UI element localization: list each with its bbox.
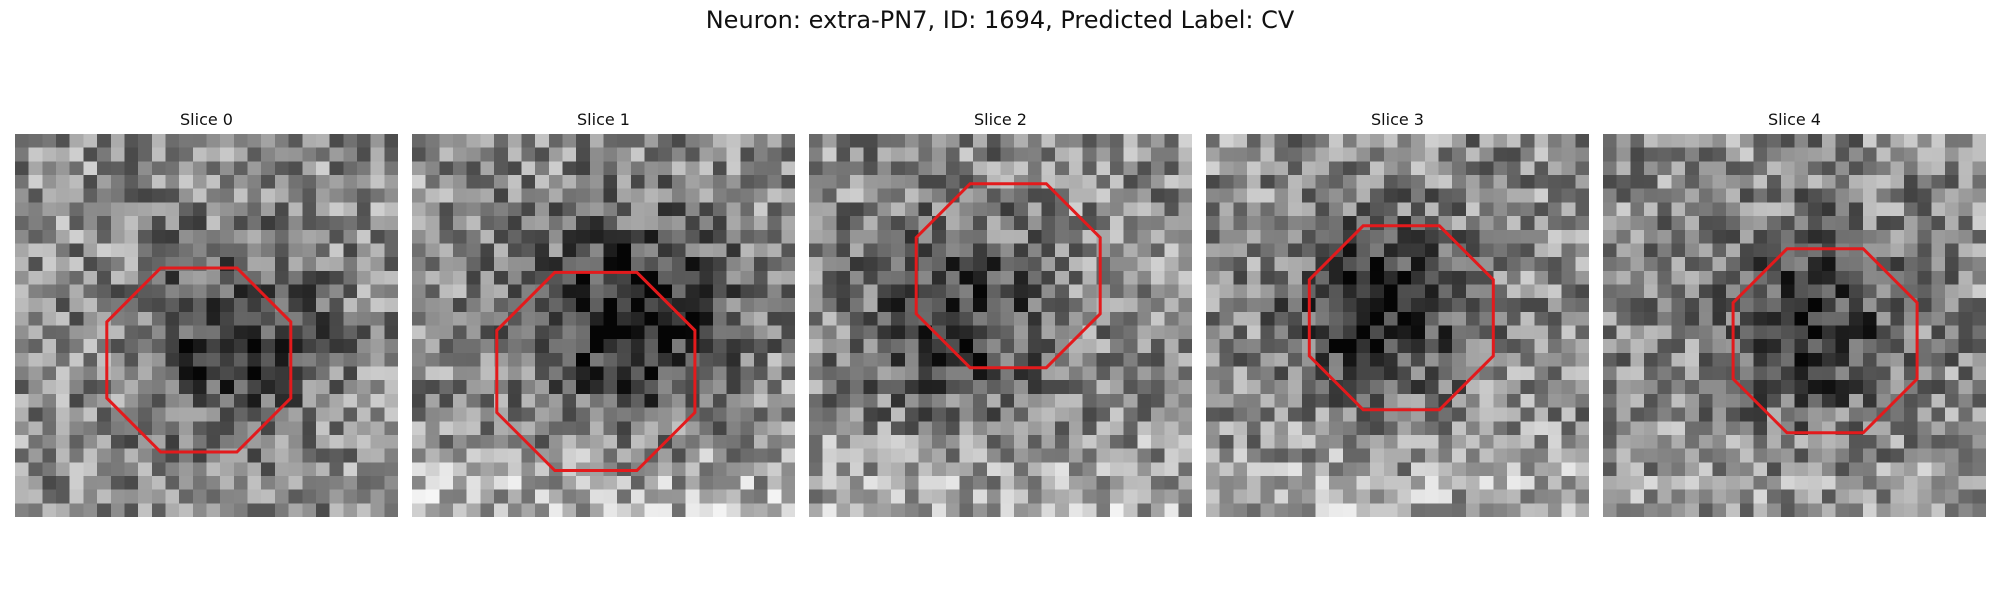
slice-image-2 bbox=[809, 134, 1192, 517]
slice-panel-0: Slice 0 bbox=[15, 110, 398, 517]
slice-panel-2: Slice 2 bbox=[809, 110, 1192, 517]
slice-title-3: Slice 3 bbox=[1371, 110, 1424, 129]
slice-octagon-layer-2 bbox=[914, 182, 1102, 370]
slice-panel-1: Slice 1 bbox=[412, 110, 795, 517]
roi-octagon bbox=[1731, 247, 1919, 435]
roi-octagon bbox=[1307, 224, 1495, 412]
slice-panel-3: Slice 3 bbox=[1206, 110, 1589, 517]
slice-octagon-layer-1 bbox=[495, 270, 697, 472]
slice-image-4 bbox=[1603, 134, 1986, 517]
slice-canvas-3 bbox=[1206, 134, 1589, 517]
slice-canvas-4 bbox=[1603, 134, 1986, 517]
slice-title-1: Slice 1 bbox=[577, 110, 630, 129]
roi-octagon bbox=[105, 266, 293, 454]
slice-title-2: Slice 2 bbox=[974, 110, 1027, 129]
slice-canvas-2 bbox=[809, 134, 1192, 517]
slice-octagon-layer-4 bbox=[1731, 247, 1919, 435]
slice-image-3 bbox=[1206, 134, 1589, 517]
slice-octagon-layer-3 bbox=[1307, 224, 1495, 412]
slice-canvas-1 bbox=[412, 134, 795, 517]
slice-octagon-layer-0 bbox=[105, 266, 293, 454]
roi-octagon bbox=[495, 270, 697, 472]
slice-panel-4: Slice 4 bbox=[1603, 110, 1986, 517]
slice-title-4: Slice 4 bbox=[1768, 110, 1821, 129]
slice-image-1 bbox=[412, 134, 795, 517]
slice-title-0: Slice 0 bbox=[180, 110, 233, 129]
slice-image-0 bbox=[15, 134, 398, 517]
roi-octagon bbox=[914, 182, 1102, 370]
figure-title: Neuron: extra-PN7, ID: 1694, Predicted L… bbox=[705, 6, 1295, 34]
